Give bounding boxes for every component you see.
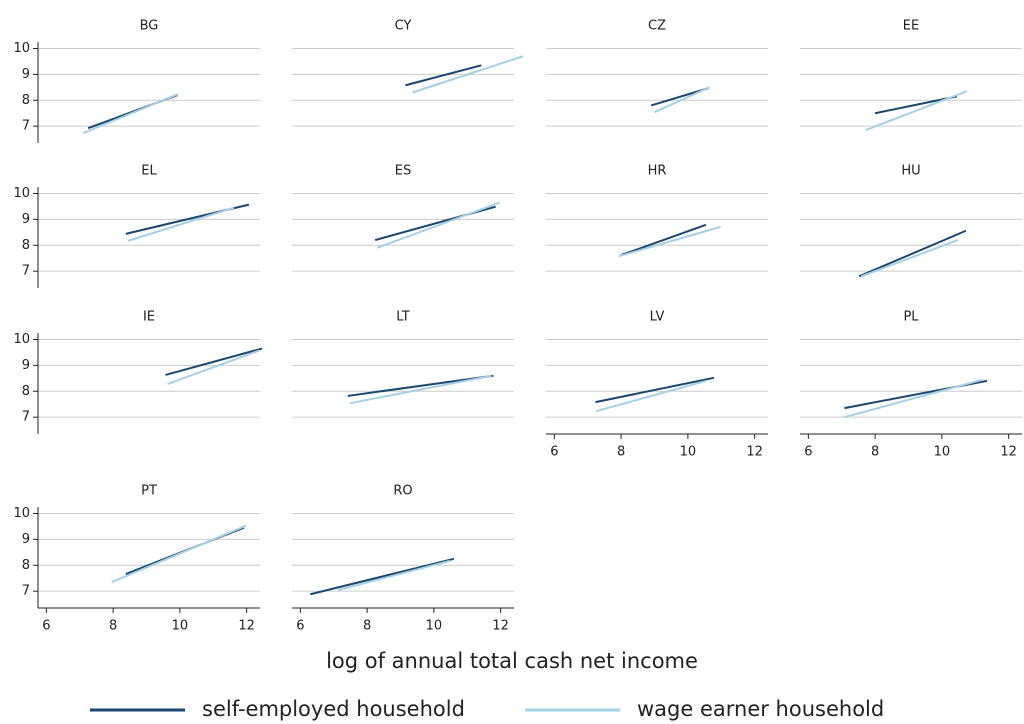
series-line bbox=[618, 225, 721, 258]
series-line bbox=[865, 90, 968, 131]
y-tick-label: 7 bbox=[22, 584, 30, 599]
series-line bbox=[310, 557, 455, 596]
x-tick-label: 8 bbox=[109, 619, 117, 634]
series-line bbox=[860, 239, 959, 278]
panel-title: RO bbox=[393, 484, 412, 499]
x-tick-label: 6 bbox=[550, 445, 558, 460]
series-line bbox=[111, 524, 247, 584]
x-tick-label: 6 bbox=[42, 619, 50, 634]
series-line bbox=[349, 374, 492, 405]
panel-title: CZ bbox=[648, 19, 666, 34]
y-tick-label: 10 bbox=[13, 506, 30, 521]
y-tick-label: 8 bbox=[22, 93, 30, 108]
series-line bbox=[654, 86, 710, 114]
x-tick-label: 12 bbox=[492, 619, 509, 634]
panel-title: IE bbox=[143, 310, 155, 325]
y-tick-label: 9 bbox=[22, 358, 30, 373]
panel-title: EL bbox=[141, 164, 157, 179]
series-line bbox=[595, 376, 715, 404]
series-line bbox=[412, 55, 524, 94]
series-line bbox=[650, 87, 709, 107]
y-tick-label: 9 bbox=[22, 212, 30, 227]
x-axis-title: log of annual total cash net income bbox=[326, 649, 698, 673]
y-tick-label: 8 bbox=[22, 384, 30, 399]
legend-label: self-employed household bbox=[202, 697, 465, 721]
x-tick-label: 6 bbox=[296, 619, 304, 634]
series-line bbox=[405, 64, 482, 87]
series-line bbox=[337, 559, 451, 592]
panel-title: HR bbox=[648, 164, 667, 179]
panel-title: LT bbox=[396, 310, 409, 325]
x-tick-label: 8 bbox=[871, 445, 879, 460]
y-tick-label: 7 bbox=[22, 410, 30, 425]
series-line bbox=[376, 201, 500, 249]
panel-title: PT bbox=[141, 484, 157, 499]
y-tick-label: 10 bbox=[13, 186, 30, 201]
panel-title: HU bbox=[901, 164, 920, 179]
series-line bbox=[844, 378, 983, 419]
series-line bbox=[82, 93, 178, 135]
panel-title: CY bbox=[395, 19, 412, 34]
panel-title: ES bbox=[395, 164, 411, 179]
series-line bbox=[874, 95, 958, 115]
panel-title: BG bbox=[140, 19, 159, 34]
y-tick-label: 10 bbox=[13, 41, 30, 56]
y-tick-label: 10 bbox=[13, 332, 30, 347]
series-line bbox=[858, 229, 967, 278]
x-tick-label: 8 bbox=[617, 445, 625, 460]
series-line bbox=[595, 379, 707, 413]
series-line bbox=[127, 206, 235, 242]
x-tick-label: 12 bbox=[238, 619, 255, 634]
y-tick-label: 9 bbox=[22, 67, 30, 82]
x-tick-label: 12 bbox=[1000, 445, 1017, 460]
y-tick-label: 8 bbox=[22, 558, 30, 573]
y-tick-label: 8 bbox=[22, 238, 30, 253]
x-tick-label: 8 bbox=[363, 619, 371, 634]
series-line bbox=[620, 223, 707, 257]
x-tick-label: 10 bbox=[426, 619, 443, 634]
y-tick-label: 7 bbox=[22, 119, 30, 134]
panel-title: PL bbox=[903, 310, 919, 325]
series-line bbox=[167, 349, 260, 385]
x-tick-label: 6 bbox=[804, 445, 812, 460]
panel-title: EE bbox=[903, 19, 919, 34]
series-line bbox=[165, 347, 263, 376]
legend-label: wage earner household bbox=[637, 697, 884, 721]
x-tick-label: 10 bbox=[680, 445, 697, 460]
y-tick-label: 9 bbox=[22, 532, 30, 547]
x-tick-label: 10 bbox=[934, 445, 951, 460]
x-tick-label: 12 bbox=[746, 445, 763, 460]
y-tick-label: 7 bbox=[22, 264, 30, 279]
x-tick-label: 10 bbox=[172, 619, 189, 634]
panel-title: LV bbox=[650, 310, 665, 325]
